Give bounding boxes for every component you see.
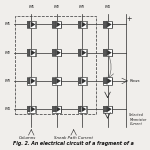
- Text: $M_3$: $M_3$: [4, 77, 12, 85]
- Polygon shape: [56, 106, 61, 112]
- Polygon shape: [82, 50, 86, 56]
- Bar: [103, 106, 112, 113]
- Text: Selected
Memristor
Current: Selected Memristor Current: [129, 113, 147, 126]
- Bar: [27, 106, 36, 113]
- Bar: [103, 21, 107, 28]
- Bar: [27, 106, 30, 112]
- Text: +: +: [126, 16, 131, 22]
- Bar: [103, 49, 112, 56]
- Text: $M_1$: $M_1$: [4, 21, 12, 28]
- Text: Columns: Columns: [19, 136, 36, 140]
- Text: $M_2$: $M_2$: [53, 4, 60, 11]
- Bar: [52, 49, 61, 56]
- Bar: [52, 77, 61, 84]
- Bar: [52, 106, 56, 112]
- Text: Fig. 2. An electrical circuit of a fragment of a: Fig. 2. An electrical circuit of a fragm…: [13, 141, 134, 146]
- Bar: [78, 21, 87, 28]
- Bar: [27, 21, 30, 28]
- Bar: [78, 21, 81, 28]
- Text: Rows: Rows: [129, 79, 140, 83]
- Polygon shape: [107, 78, 112, 84]
- Polygon shape: [31, 21, 35, 27]
- Polygon shape: [107, 21, 112, 27]
- Bar: [52, 50, 56, 56]
- Bar: [78, 77, 87, 84]
- Polygon shape: [56, 78, 61, 84]
- Bar: [103, 50, 107, 56]
- Bar: [78, 49, 87, 56]
- Bar: [27, 77, 36, 84]
- Bar: [78, 106, 81, 112]
- Bar: [52, 21, 56, 28]
- Bar: [27, 78, 30, 84]
- Text: $M_1$: $M_1$: [28, 4, 35, 11]
- Polygon shape: [82, 106, 86, 112]
- Polygon shape: [31, 106, 35, 112]
- Polygon shape: [56, 50, 61, 56]
- Polygon shape: [82, 21, 86, 27]
- Bar: [78, 50, 81, 56]
- Bar: [103, 21, 112, 28]
- Polygon shape: [107, 50, 112, 56]
- Polygon shape: [31, 50, 35, 56]
- Bar: [103, 106, 107, 112]
- Bar: [27, 49, 36, 56]
- Polygon shape: [56, 21, 61, 27]
- Bar: [103, 77, 112, 84]
- Text: $M_3$: $M_3$: [78, 4, 86, 11]
- Bar: [78, 106, 87, 113]
- Bar: [52, 106, 61, 113]
- Text: $M_4$: $M_4$: [104, 4, 111, 11]
- Bar: [78, 78, 81, 84]
- Polygon shape: [107, 106, 112, 112]
- Bar: [103, 78, 107, 84]
- Text: $M_4$: $M_4$: [4, 105, 12, 113]
- Text: Sneak Path Current: Sneak Path Current: [54, 136, 93, 140]
- Text: $M_2$: $M_2$: [4, 49, 12, 57]
- Bar: [27, 21, 36, 28]
- Bar: [52, 78, 56, 84]
- Bar: [52, 21, 61, 28]
- Polygon shape: [31, 78, 35, 84]
- Polygon shape: [82, 78, 86, 84]
- Bar: [27, 50, 30, 56]
- Bar: [15, 16, 96, 114]
